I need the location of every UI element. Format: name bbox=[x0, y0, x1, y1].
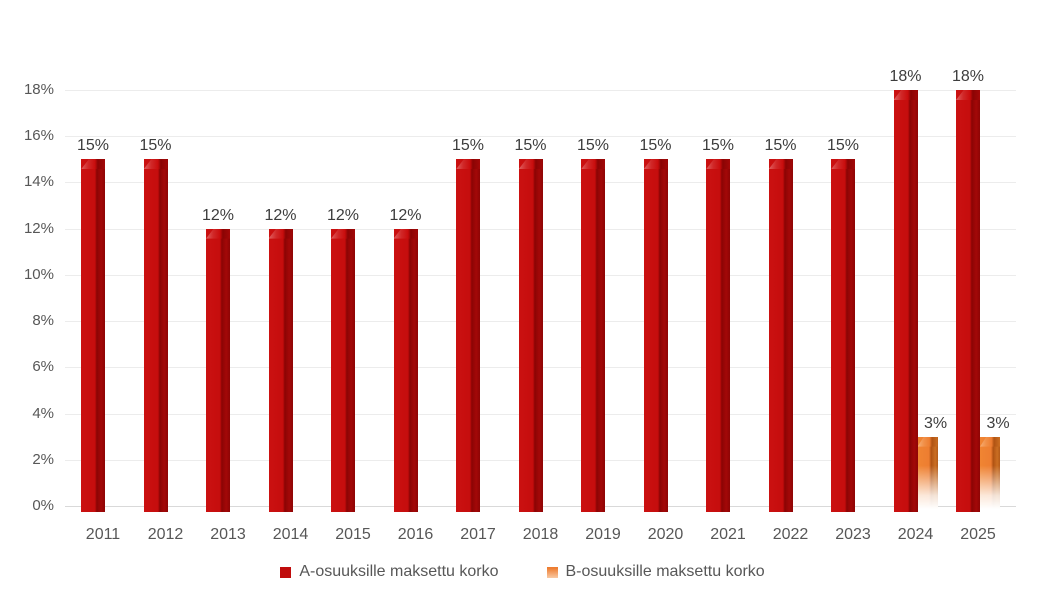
bar-a-top-bevel bbox=[893, 90, 918, 101]
y-axis-tick-label: 0% bbox=[32, 497, 54, 514]
y-axis-tick-label: 16% bbox=[23, 127, 54, 145]
y-axis-tick-label: 4% bbox=[32, 404, 54, 422]
bar-a-top-bevel bbox=[706, 159, 730, 170]
x-axis-category-label: 2019 bbox=[585, 526, 621, 543]
bar-value-label: 12% bbox=[201, 206, 235, 224]
x-axis-category-label: 2023 bbox=[835, 526, 871, 543]
bar-value-label: 15% bbox=[514, 137, 547, 155]
bar-a-top-bevel bbox=[518, 159, 543, 170]
y-axis-tick-label: 8% bbox=[32, 312, 54, 330]
bar-a-2011 bbox=[81, 159, 105, 512]
bar-a-top-bevel bbox=[581, 159, 605, 170]
x-axis-category-label: 2025 bbox=[960, 526, 996, 543]
y-axis-tick-label: 18% bbox=[23, 81, 54, 99]
x-axis-category-label: 2011 bbox=[85, 526, 121, 543]
x-axis-category-label: 2022 bbox=[772, 526, 809, 543]
bar-a-top-bevel bbox=[956, 90, 980, 101]
bar-value-label: 15% bbox=[576, 137, 610, 155]
legend: A-osuuksille maksettu korko B-osuuksille … bbox=[0, 563, 1045, 581]
legend-label: A-osuuksille maksettu korko bbox=[299, 563, 499, 580]
bar-value-label: 18% bbox=[951, 68, 985, 86]
gridline bbox=[65, 90, 1016, 92]
bar-a-top-bevel bbox=[456, 159, 480, 170]
legend-item-b: B-osuuksille maksettu korko bbox=[546, 563, 765, 581]
x-axis-category-label: 2016 bbox=[397, 526, 434, 543]
bar-value-label: 3% bbox=[986, 414, 1010, 432]
legend-item-a: A-osuuksille maksettu korko bbox=[280, 563, 499, 581]
x-axis-category-label: 2012 bbox=[147, 526, 184, 543]
y-axis-tick-label: 10% bbox=[23, 265, 54, 283]
x-axis-category-label: 2014 bbox=[272, 526, 309, 543]
bar-value-label: 15% bbox=[826, 137, 860, 155]
y-axis-tick-label: 2% bbox=[32, 450, 54, 468]
bar-value-label: 12% bbox=[264, 206, 297, 224]
bar-a-2019 bbox=[581, 159, 605, 512]
bar-a-2015 bbox=[331, 228, 355, 512]
bar-value-label: 12% bbox=[389, 206, 422, 224]
bar-a-2024 bbox=[893, 90, 918, 512]
bar-b-2024 bbox=[917, 436, 938, 512]
bar-value-label: 15% bbox=[764, 137, 797, 155]
bar-value-label: 15% bbox=[76, 137, 110, 155]
bar-a-2016 bbox=[393, 228, 418, 512]
x-axis-category-label: 2020 bbox=[647, 526, 684, 543]
bar-b-2025 bbox=[980, 436, 1000, 512]
bar-value-label: 15% bbox=[639, 137, 672, 155]
bar-value-label: 15% bbox=[451, 137, 485, 155]
bar-a-2025 bbox=[956, 90, 980, 512]
bar-a-2012 bbox=[143, 159, 168, 512]
bar-a-2017 bbox=[456, 159, 480, 512]
y-axis-tick-label: 14% bbox=[23, 173, 54, 191]
bar-a-2018 bbox=[518, 159, 543, 512]
legend-swatch-icon bbox=[280, 566, 292, 578]
legend-label: B-osuuksille maksettu korko bbox=[565, 563, 765, 580]
bar-a-2020 bbox=[643, 159, 668, 512]
bar-a-2023 bbox=[831, 159, 855, 512]
bar-value-label: 15% bbox=[139, 137, 172, 155]
x-axis-category-label: 2018 bbox=[522, 526, 559, 543]
bar-a-top-bevel bbox=[831, 159, 855, 170]
bar-value-label: 15% bbox=[701, 137, 735, 155]
x-axis-category-label: 2024 bbox=[897, 526, 934, 543]
bar-a-top-bevel bbox=[643, 159, 668, 170]
x-axis-category-label: 2021 bbox=[710, 526, 746, 543]
bar-a-top-bevel bbox=[268, 228, 293, 239]
bar-a-top-bevel bbox=[393, 228, 418, 239]
bar-a-2022 bbox=[768, 159, 793, 512]
legend-swatch-icon bbox=[546, 566, 558, 578]
gridline bbox=[65, 136, 1016, 138]
bar-a-top-bevel bbox=[81, 159, 105, 170]
y-axis-tick-label: 6% bbox=[32, 358, 54, 376]
x-axis-category-label: 2015 bbox=[335, 526, 371, 543]
bar-a-2021 bbox=[706, 159, 730, 512]
x-axis-category-label: 2017 bbox=[460, 526, 496, 543]
bar-a-top-bevel bbox=[768, 159, 793, 170]
bar-a-2014 bbox=[268, 228, 293, 512]
bar-value-label: 3% bbox=[923, 414, 948, 432]
bar-value-label: 18% bbox=[889, 68, 922, 86]
bar-a-top-bevel bbox=[206, 228, 230, 239]
bar-b-top-bevel bbox=[917, 436, 938, 447]
bar-a-top-bevel bbox=[331, 228, 355, 239]
bar-a-2013 bbox=[206, 228, 230, 512]
x-axis-category-label: 2013 bbox=[210, 526, 246, 543]
bar-value-label: 12% bbox=[326, 206, 360, 224]
bar-b-top-bevel bbox=[980, 436, 1000, 447]
bar-a-top-bevel bbox=[143, 159, 168, 170]
y-axis-tick-label: 12% bbox=[23, 219, 54, 237]
